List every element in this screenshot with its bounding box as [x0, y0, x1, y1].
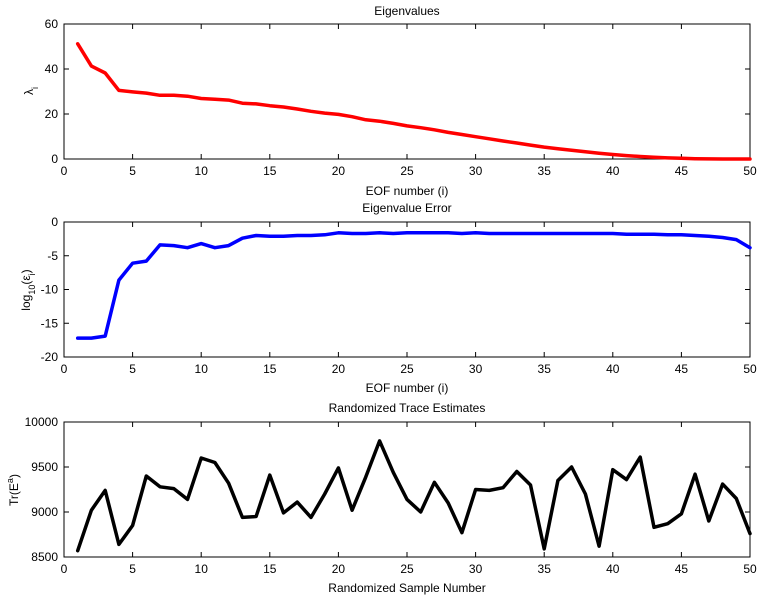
panel-title: Randomized Trace Estimates: [329, 401, 486, 415]
x-tick-label: 0: [61, 164, 68, 178]
x-tick-label: 0: [61, 562, 68, 576]
y-tick-label: 60: [45, 17, 59, 31]
panel-title: Eigenvalue Error: [362, 201, 451, 215]
x-tick-label: 40: [606, 362, 620, 376]
trace-estimates-panel: Randomized Trace Estimates Randomized Sa…: [5, 401, 757, 595]
x-tick-label: 40: [606, 562, 620, 576]
x-tick-label: 45: [675, 562, 689, 576]
eigenvalues-panel: Eigenvalues EOF number (i) λi 0 5 10 15 20 25…: [22, 4, 757, 198]
x-tick-label: 30: [469, 562, 483, 576]
x-tick-label: 15: [263, 164, 277, 178]
y-axis-label: log10(εi): [19, 269, 37, 310]
y-tick-label: 20: [45, 107, 59, 121]
x-tick-label: 50: [743, 164, 757, 178]
eigenvalue-error-panel: Eigenvalue Error EOF number (i) log10(εi…: [19, 201, 757, 395]
x-tick-label: 35: [538, 562, 552, 576]
x-tick-label: 5: [129, 562, 136, 576]
x-axis-label: Randomized Sample Number: [328, 581, 485, 595]
x-tick-label: 35: [538, 164, 552, 178]
y-tick-label: 9000: [31, 505, 58, 519]
y-tick-label: 9500: [31, 460, 58, 474]
x-axis-label: EOF number (i): [366, 184, 449, 198]
series-line: [75, 231, 752, 340]
x-tick-label: 15: [263, 362, 277, 376]
x-tick-label: 45: [675, 164, 689, 178]
x-axis-label: EOF number (i): [366, 381, 449, 395]
x-tick-label: 30: [469, 164, 483, 178]
plot-area: [63, 421, 751, 558]
x-tick-label: 50: [743, 562, 757, 576]
x-tick-label: 35: [538, 362, 552, 376]
y-tick-label: -5: [47, 249, 58, 263]
x-tick-label: 20: [332, 562, 346, 576]
x-tick-label: 45: [675, 362, 689, 376]
panel-title: Eigenvalues: [374, 4, 439, 18]
x-tick-label: 20: [332, 362, 346, 376]
x-tick-label: 5: [129, 164, 136, 178]
x-tick-label: 10: [195, 362, 209, 376]
y-tick-label: 40: [45, 62, 59, 76]
x-tick-label: 50: [743, 362, 757, 376]
x-tick-label: 10: [195, 562, 209, 576]
x-tick-label: 20: [332, 164, 346, 178]
x-tick-label: 15: [263, 562, 277, 576]
x-tick-label: 25: [400, 164, 414, 178]
x-tick-label: 0: [61, 362, 68, 376]
x-tick-label: 25: [400, 562, 414, 576]
x-tick-label: 25: [400, 362, 414, 376]
series-line: [75, 439, 752, 553]
y-tick-label: 8500: [31, 550, 58, 564]
x-tick-label: 30: [469, 362, 483, 376]
x-tick-label: 40: [606, 164, 620, 178]
y-tick-label: 10000: [25, 415, 59, 429]
y-tick-label: 0: [51, 152, 58, 166]
series-line: [75, 42, 752, 161]
y-axis-label: Tr(Ea): [5, 474, 21, 506]
plot-area: [63, 221, 751, 358]
x-tick-label: 10: [195, 164, 209, 178]
y-tick-label: -10: [41, 283, 59, 297]
x-tick-label: 5: [129, 362, 136, 376]
y-tick-label: -15: [41, 316, 59, 330]
plot-area: [63, 23, 751, 160]
y-tick-label: -20: [41, 350, 59, 364]
y-axis-label: λi: [22, 87, 40, 95]
y-tick-label: 0: [51, 215, 58, 229]
